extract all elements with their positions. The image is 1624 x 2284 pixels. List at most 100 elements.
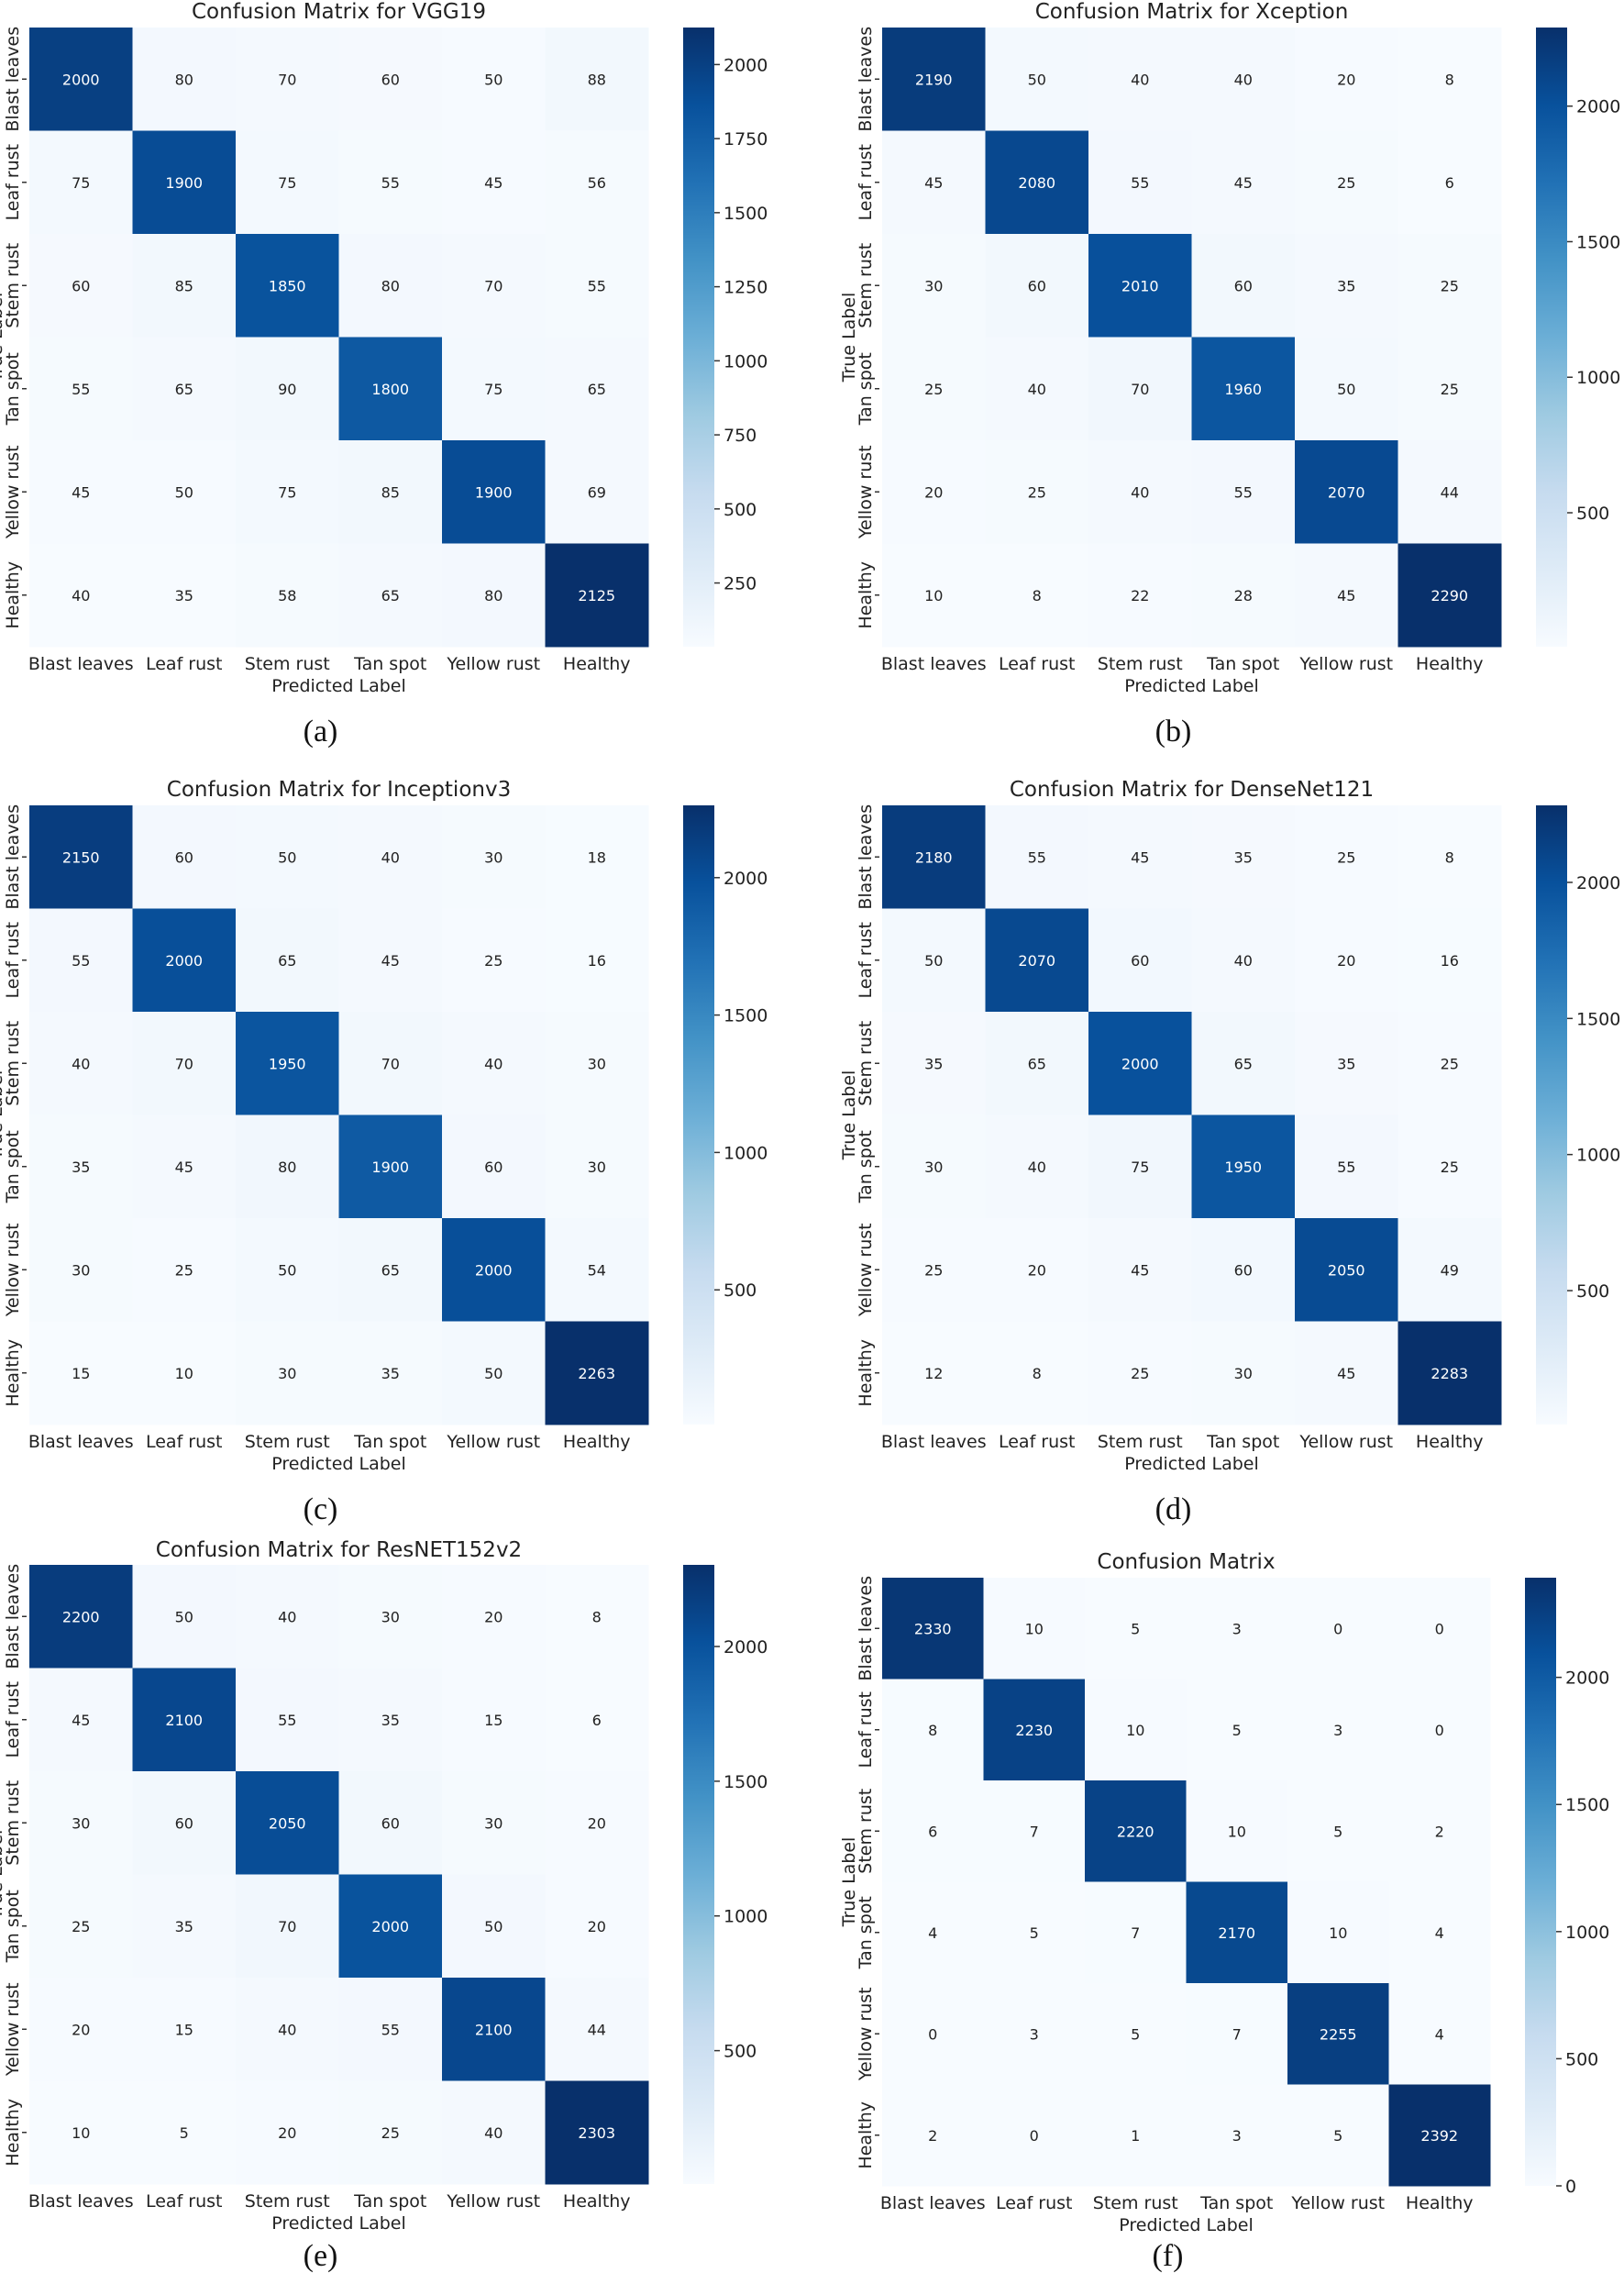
cell-value: 25 bbox=[1441, 277, 1459, 294]
cell-value: 2080 bbox=[1018, 174, 1055, 192]
cell-value: 65 bbox=[1234, 1055, 1253, 1072]
y-tick-label: Yellow rust bbox=[3, 1982, 23, 2077]
cell-value: 88 bbox=[588, 71, 606, 88]
cell-value: 70 bbox=[484, 277, 503, 294]
x-tick-label: Healthy bbox=[1416, 1432, 1484, 1452]
cell-value: 50 bbox=[1028, 71, 1046, 88]
cell-value: 0 bbox=[1435, 1620, 1444, 1637]
heatmap-cell bbox=[1398, 28, 1502, 131]
cell-value: 2000 bbox=[371, 1918, 409, 1935]
heatmap-cell bbox=[1295, 1012, 1398, 1115]
confusion-matrix-panel-3: Confusion Matrix for Inceptionv3 2150 60 50… bbox=[0, 778, 768, 1526]
heatmap-cell bbox=[132, 130, 237, 235]
cell-value: 40 bbox=[484, 1055, 503, 1072]
heatmap-cell bbox=[338, 1321, 443, 1425]
heatmap-cell bbox=[442, 1668, 546, 1772]
cell-value: 18 bbox=[588, 848, 606, 866]
panel-title: Confusion Matrix bbox=[1097, 1550, 1275, 1574]
y-tick-label: Yellow rust bbox=[3, 445, 23, 539]
heatmap-cell bbox=[1186, 1780, 1288, 1882]
cell-value: 60 bbox=[72, 277, 90, 294]
cell-value: 5 bbox=[1333, 1823, 1342, 1840]
heatmap-cell bbox=[29, 1565, 133, 1669]
cell-value: 2050 bbox=[1328, 1261, 1365, 1279]
heatmap-cell bbox=[882, 1578, 984, 1680]
cell-value: 2180 bbox=[915, 848, 953, 866]
heatmap-cell bbox=[545, 1565, 649, 1669]
colorbar-tick-label: 500 bbox=[724, 2042, 757, 2062]
colorbar-tick-label: 2000 bbox=[724, 55, 768, 75]
heatmap-cell bbox=[1388, 1578, 1491, 1680]
x-tick-label: Stem rust bbox=[1098, 654, 1183, 674]
cell-value: 60 bbox=[1234, 1261, 1253, 1279]
cell-value: 3 bbox=[1232, 2127, 1242, 2145]
cell-value: 2220 bbox=[1117, 1823, 1154, 1840]
heatmap-cell bbox=[882, 1679, 984, 1781]
heatmap-cell bbox=[882, 1780, 984, 1882]
cell-value: 75 bbox=[484, 381, 503, 398]
cell-value: 50 bbox=[484, 1918, 503, 1935]
cell-value: 65 bbox=[175, 381, 193, 398]
cell-value: 55 bbox=[72, 952, 90, 970]
cell-value: 90 bbox=[278, 381, 296, 398]
cell-value: 55 bbox=[72, 381, 90, 398]
heatmap-cell bbox=[545, 1668, 649, 1772]
heatmap-cell bbox=[132, 805, 237, 909]
heatmap-cell bbox=[985, 1218, 1089, 1322]
panel-label: (a) bbox=[304, 715, 338, 748]
cell-value: 35 bbox=[1337, 277, 1355, 294]
cell-value: 7 bbox=[1030, 1823, 1039, 1840]
cell-value: 50 bbox=[484, 1365, 503, 1382]
cell-value: 60 bbox=[1028, 277, 1046, 294]
cell-value: 40 bbox=[278, 1608, 296, 1625]
cell-value: 25 bbox=[1337, 174, 1355, 192]
heatmap-cell bbox=[236, 337, 339, 441]
y-tick-label: Blast leaves bbox=[856, 27, 876, 132]
cell-value: 1960 bbox=[1224, 381, 1262, 398]
heatmap-cell bbox=[1295, 908, 1398, 1013]
y-tick-label: Leaf rust bbox=[856, 1691, 876, 1768]
heatmap-cell bbox=[1398, 805, 1502, 909]
colorbar bbox=[683, 28, 714, 647]
cell-value: 45 bbox=[924, 174, 943, 192]
y-tick-label: Tan spot bbox=[3, 1130, 23, 1203]
cell-value: 70 bbox=[175, 1055, 193, 1072]
cell-value: 25 bbox=[1028, 483, 1046, 501]
cell-value: 4 bbox=[928, 1924, 937, 1942]
heatmap-cell bbox=[983, 1578, 1086, 1680]
colorbar-tick-label: 250 bbox=[724, 574, 757, 594]
x-tick-label: Healthy bbox=[563, 2191, 631, 2212]
heatmap-cell bbox=[442, 1565, 546, 1669]
cell-value: 65 bbox=[381, 587, 400, 604]
colorbar-tick-label: 500 bbox=[1565, 2049, 1598, 2069]
colorbar-tick-label: 2000 bbox=[724, 1637, 768, 1658]
heatmap-cell bbox=[442, 234, 546, 338]
colorbar-tick-label: 1000 bbox=[724, 351, 768, 371]
cell-value: 20 bbox=[278, 2124, 296, 2142]
heatmap-cell bbox=[29, 1321, 133, 1425]
y-tick-label: Yellow rust bbox=[856, 1987, 876, 2081]
x-tick-label: Tan spot bbox=[1206, 654, 1279, 674]
cell-value: 2 bbox=[1435, 1823, 1444, 1840]
cell-value: 20 bbox=[1337, 952, 1355, 970]
cell-value: 20 bbox=[588, 1918, 606, 1935]
colorbar-tick-label: 2000 bbox=[724, 869, 768, 889]
heatmap-cell bbox=[442, 440, 546, 544]
x-tick-label: Blast leaves bbox=[28, 654, 134, 674]
cell-value: 1900 bbox=[475, 483, 513, 501]
heatmap-cell bbox=[1186, 1881, 1288, 1984]
heatmap-cell bbox=[442, 2080, 546, 2185]
heatmap-cell bbox=[1398, 543, 1502, 648]
cell-value: 30 bbox=[72, 1261, 90, 1279]
heatmap-cell bbox=[1088, 1012, 1192, 1115]
panel-label: (d) bbox=[1155, 1492, 1192, 1526]
cell-value: 1950 bbox=[269, 1055, 306, 1072]
heatmap-cell bbox=[1088, 28, 1192, 131]
y-tick-label: Yellow rust bbox=[3, 1223, 23, 1317]
heatmap-cell bbox=[545, 908, 649, 1013]
heatmap-cell bbox=[236, 908, 339, 1013]
cell-value: 2070 bbox=[1328, 483, 1365, 501]
cell-value: 10 bbox=[1025, 1620, 1044, 1637]
cell-value: 50 bbox=[1337, 381, 1355, 398]
heatmap-cell bbox=[338, 1978, 443, 2081]
